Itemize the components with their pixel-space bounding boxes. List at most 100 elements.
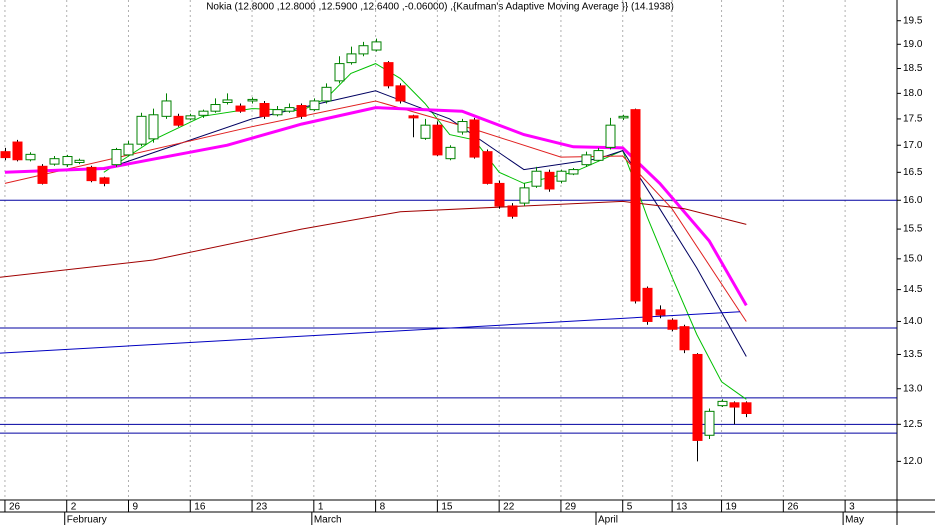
candle-body — [358, 45, 369, 55]
y-tick-label: 13.0 — [903, 383, 923, 394]
month-label: February — [67, 515, 107, 525]
candle-body — [445, 146, 456, 160]
y-tick-label: 13.5 — [903, 349, 923, 360]
y-tick-label: 18.5 — [903, 63, 923, 74]
candle-body — [741, 402, 752, 414]
candle-body — [556, 170, 567, 182]
candle-body — [272, 109, 283, 116]
x-tick-label: 19 — [726, 502, 738, 513]
candle-body — [408, 115, 419, 119]
candle-body — [618, 115, 629, 119]
candle-body — [679, 326, 690, 351]
candle-body — [729, 402, 740, 408]
candle-body — [457, 121, 468, 133]
x-tick-label: 8 — [380, 502, 386, 513]
candle-body — [86, 166, 97, 182]
candle-body — [395, 85, 406, 102]
candle-body — [37, 165, 48, 184]
candle-body — [62, 156, 73, 166]
y-tick-label: 15.5 — [903, 224, 923, 235]
x-tick-label: 15 — [441, 502, 453, 513]
candle-body — [692, 353, 703, 441]
y-tick-label: 14.5 — [903, 284, 923, 295]
indicator-line — [0, 311, 741, 354]
candle-body — [667, 319, 678, 330]
indicator-line — [0, 200, 747, 278]
candle-body — [148, 114, 159, 140]
candle-body — [12, 141, 23, 161]
y-tick-label: 16.0 — [903, 195, 923, 206]
candle-body — [222, 99, 233, 103]
candle-body — [296, 105, 307, 117]
candle-body — [0, 151, 11, 159]
x-tick-label: 26 — [787, 502, 799, 513]
candle-body — [123, 143, 134, 156]
y-tick-label: 17.5 — [903, 114, 923, 125]
y-tick-label: 12.5 — [903, 419, 923, 430]
candle-body — [581, 154, 592, 166]
candle-body — [334, 63, 345, 82]
candle-body — [185, 115, 196, 120]
candle-body — [111, 149, 122, 166]
candle-body — [210, 104, 221, 112]
candle-body — [704, 410, 715, 436]
y-tick-label: 15.0 — [903, 253, 923, 264]
candle-body — [161, 100, 172, 117]
candle-body — [432, 124, 443, 156]
candle-body — [309, 100, 320, 111]
candle-body — [494, 182, 505, 207]
x-tick-label: 26 — [9, 502, 21, 513]
x-tick-label: 29 — [565, 502, 577, 513]
candle-body — [655, 309, 666, 316]
candle-body — [25, 153, 36, 161]
candle-body — [371, 41, 382, 51]
candle-body — [99, 177, 110, 184]
candle-body — [198, 110, 209, 116]
candle-body — [544, 171, 555, 190]
chart-title: Nokia (12.8000 ,12.8000 ,12.5900 ,12.640… — [206, 2, 674, 13]
candle-body — [507, 205, 518, 217]
x-tick-label: 1 — [318, 502, 324, 513]
candle-body — [469, 119, 480, 158]
candle-body — [235, 105, 246, 112]
x-tick-label: 2 — [71, 502, 77, 513]
candle-body — [383, 62, 394, 87]
candle-body — [531, 170, 542, 187]
x-tick-label: 16 — [194, 502, 206, 513]
candle-body — [642, 287, 653, 322]
candle-body — [74, 159, 85, 163]
candle-body — [284, 107, 295, 112]
candle-body — [568, 169, 579, 175]
candle-body — [717, 400, 728, 407]
candle-body — [630, 109, 641, 302]
candle-body — [519, 187, 530, 204]
candle-body — [482, 151, 493, 184]
indicator-line — [4, 106, 748, 307]
month-label: March — [314, 515, 342, 525]
x-tick-label: 23 — [256, 502, 268, 513]
candle-body — [420, 124, 431, 139]
y-tick-label: 14.0 — [903, 316, 923, 327]
x-tick-label: 22 — [503, 502, 515, 513]
candle-body — [173, 115, 184, 126]
x-tick-label: 9 — [132, 502, 138, 513]
candle-body — [593, 150, 604, 161]
y-tick-label: 16.5 — [903, 167, 923, 178]
month-label: April — [598, 515, 618, 525]
candle-body — [136, 115, 147, 145]
indicator-line — [4, 100, 747, 322]
candle-body — [605, 124, 616, 148]
y-tick-label: 19.5 — [903, 15, 923, 26]
month-label: May — [845, 515, 864, 525]
candle-body — [247, 98, 258, 102]
y-tick-label: 19.0 — [903, 39, 923, 50]
candle-body — [49, 158, 60, 165]
x-tick-label: 13 — [676, 502, 688, 513]
y-tick-label: 12.0 — [903, 456, 923, 467]
x-tick-label: 5 — [627, 502, 633, 513]
y-tick-label: 17.0 — [903, 140, 923, 151]
x-tick-label: 3 — [849, 502, 855, 513]
